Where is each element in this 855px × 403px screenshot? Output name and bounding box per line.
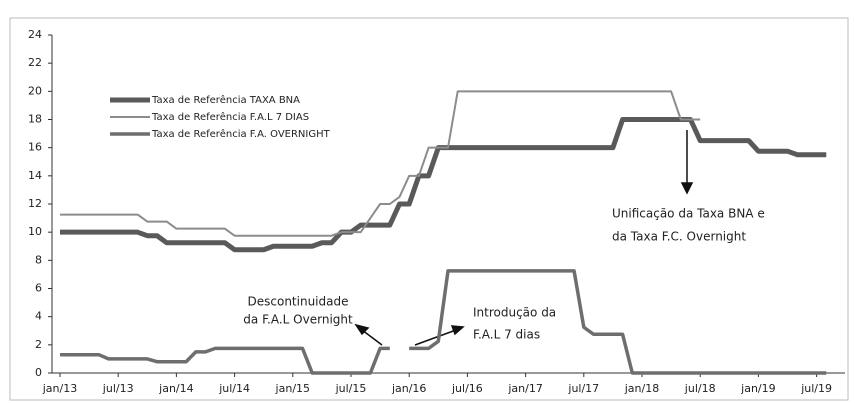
y-tick-label: 4 xyxy=(35,310,42,323)
y-tick-label: 14 xyxy=(28,169,42,182)
x-tick-label: jul/13 xyxy=(102,382,134,395)
annotation: F.A.L 7 dias xyxy=(473,328,540,342)
annotation-arrows xyxy=(354,130,694,346)
x-tick-label: jan/15 xyxy=(275,382,310,395)
x-tick-label: jul/18 xyxy=(684,382,716,395)
y-tick-label: 6 xyxy=(35,282,42,295)
x-tick-label: jan/16 xyxy=(391,382,426,395)
annotation: da Taxa F.C. Overnight xyxy=(612,230,746,244)
y-tick-label: 8 xyxy=(35,253,42,266)
x-tick-label: jul/16 xyxy=(451,382,483,395)
x-tick-label: jan/18 xyxy=(624,382,659,395)
x-tick-label: jan/14 xyxy=(158,382,193,395)
series-line xyxy=(60,90,701,237)
annotation: da F.A.L Overnight xyxy=(243,313,353,327)
y-tick-label: 22 xyxy=(28,56,42,69)
y-tick-label: 12 xyxy=(28,197,42,210)
y-tick-label: 16 xyxy=(28,141,42,154)
y-tick-label: 20 xyxy=(28,84,42,97)
y-tick-label: 24 xyxy=(28,28,42,41)
x-tick-label: jan/17 xyxy=(507,382,542,395)
x-tick-label: jan/19 xyxy=(740,382,775,395)
x-tick-label: jan/13 xyxy=(42,382,77,395)
annotation: Unificação da Taxa BNA e xyxy=(612,207,765,221)
y-tick-label: 0 xyxy=(35,366,42,379)
x-tick-label: jul/14 xyxy=(218,382,250,395)
y-tick-label: 18 xyxy=(28,113,42,126)
x-tick-label: jul/19 xyxy=(800,382,832,395)
legend-label: Taxa de Referência F.A. OVERNIGHT xyxy=(151,128,331,140)
x-tick-label: jul/17 xyxy=(567,382,599,395)
y-tick-label: 10 xyxy=(28,225,42,238)
legend-label: Taxa de Referência F.A.L 7 DIAS xyxy=(151,111,309,123)
annotation: Introdução da xyxy=(473,306,556,320)
annotation: Descontinuidade xyxy=(248,295,349,309)
series-line xyxy=(60,269,827,375)
y-tick-label: 2 xyxy=(35,338,42,351)
chart-frame xyxy=(9,17,849,401)
legend-label: Taxa de Referência TAXA BNA xyxy=(151,94,300,106)
x-tick-label: jul/15 xyxy=(335,382,367,395)
